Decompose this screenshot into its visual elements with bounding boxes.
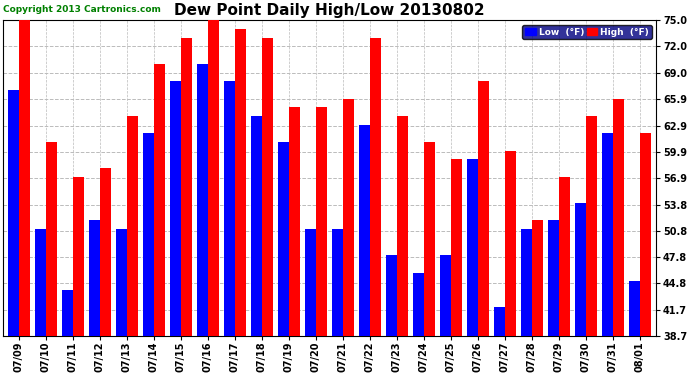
Bar	[116, 229, 127, 336]
Bar	[289, 107, 300, 336]
Bar	[586, 116, 598, 336]
Bar	[559, 177, 571, 336]
Bar	[197, 64, 208, 336]
Bar	[640, 134, 651, 336]
Bar	[19, 20, 30, 336]
Bar	[73, 177, 84, 336]
Bar	[413, 273, 424, 336]
Bar	[397, 116, 408, 336]
Bar	[127, 116, 138, 336]
Bar	[262, 38, 273, 336]
Bar	[613, 99, 624, 336]
Bar	[478, 81, 489, 336]
Bar	[370, 38, 382, 336]
Bar	[343, 99, 354, 336]
Bar	[440, 255, 451, 336]
Bar	[505, 151, 516, 336]
Bar	[424, 142, 435, 336]
Bar	[277, 142, 289, 336]
Bar	[521, 229, 532, 336]
Bar	[602, 134, 613, 336]
Bar	[143, 134, 154, 336]
Bar	[316, 107, 327, 336]
Bar	[386, 255, 397, 336]
Bar	[250, 116, 262, 336]
Bar	[304, 229, 316, 336]
Bar	[548, 220, 559, 336]
Bar	[629, 281, 640, 336]
Bar	[88, 220, 100, 336]
Bar	[100, 168, 111, 336]
Bar	[235, 29, 246, 336]
Bar	[170, 81, 181, 336]
Bar	[532, 220, 543, 336]
Bar	[8, 90, 19, 336]
Legend: Low  (°F), High  (°F): Low (°F), High (°F)	[522, 25, 651, 39]
Bar	[224, 81, 235, 336]
Bar	[208, 20, 219, 336]
Bar	[451, 159, 462, 336]
Text: Copyright 2013 Cartronics.com: Copyright 2013 Cartronics.com	[3, 5, 161, 14]
Bar	[466, 159, 478, 336]
Bar	[359, 125, 370, 336]
Bar	[493, 308, 505, 336]
Bar	[575, 203, 586, 336]
Bar	[332, 229, 343, 336]
Bar	[34, 229, 46, 336]
Bar	[61, 290, 73, 336]
Bar	[46, 142, 57, 336]
Title: Dew Point Daily High/Low 20130802: Dew Point Daily High/Low 20130802	[174, 3, 485, 18]
Bar	[181, 38, 193, 336]
Bar	[154, 64, 166, 336]
